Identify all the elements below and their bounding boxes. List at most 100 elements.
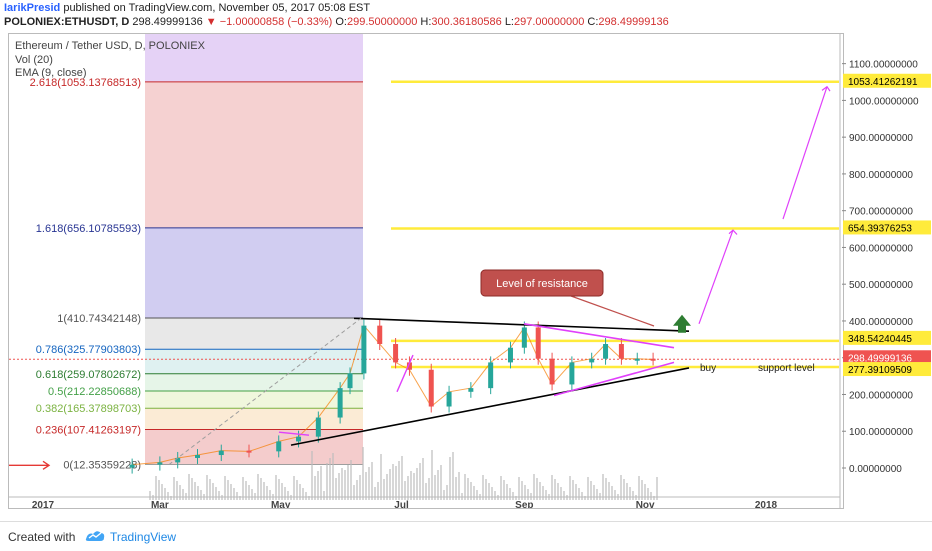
- volume-bar: [644, 484, 646, 500]
- fib-zone: [145, 373, 363, 391]
- candle-body: [549, 358, 555, 385]
- candle-body: [195, 455, 201, 458]
- chart-area[interactable]: 2.618(1053.13768513) 1.618(656.10785593) 1…: [8, 33, 844, 509]
- volume-bar: [206, 475, 208, 500]
- volume-bar: [524, 485, 526, 500]
- volume-bar: [419, 463, 421, 500]
- candle-body: [296, 436, 302, 442]
- volume-bar: [263, 482, 265, 500]
- volume-bar: [521, 481, 523, 500]
- y-tick-label: 600.00000000: [849, 243, 913, 254]
- candle-body: [589, 358, 595, 363]
- volume-bar: [410, 471, 412, 500]
- y-tick-label: 800.00000000: [849, 170, 913, 181]
- volume-bar: [611, 486, 613, 500]
- fib-label: 0.786(325.77903803): [36, 344, 141, 356]
- volume-bar: [413, 473, 415, 500]
- volume-bar: [425, 483, 427, 500]
- volume-bar: [629, 487, 631, 500]
- volume-bar: [587, 477, 589, 500]
- volume-bar: [218, 491, 220, 500]
- volume-bar: [251, 489, 253, 500]
- candle-body: [377, 325, 383, 345]
- volume-bar: [416, 468, 418, 500]
- volume-bar: [350, 460, 352, 500]
- volume-bar: [308, 496, 310, 500]
- volume-bar: [581, 492, 583, 500]
- chart-canvas[interactable]: 2.618(1053.13768513) 1.618(656.10785593) 1…: [9, 34, 844, 509]
- fib-zone: [145, 349, 363, 374]
- volume-bar: [557, 483, 559, 500]
- volume-bar: [464, 474, 466, 500]
- volume-bar: [512, 492, 514, 500]
- candle-body: [337, 388, 343, 418]
- axis-gap: [841, 34, 843, 508]
- volume-bar: [404, 481, 406, 500]
- volume-bar: [197, 486, 199, 500]
- volume-bar: [572, 480, 574, 500]
- candle-body: [218, 450, 224, 456]
- change-value: −1.00000858 (−0.33%): [219, 16, 333, 28]
- volume-bar: [533, 474, 535, 500]
- published-text: published on TradingView.com, November 0…: [60, 2, 371, 14]
- volume-bar: [575, 484, 577, 500]
- volume-bar: [209, 479, 211, 500]
- volume-bar: [602, 474, 604, 500]
- volume-bar: [482, 475, 484, 500]
- x-tick-label: 2018: [755, 500, 778, 509]
- fib-label: 0.5(212.22850688): [48, 386, 141, 398]
- volume-bar: [392, 464, 394, 500]
- volume-bar: [395, 466, 397, 500]
- volume-bar: [362, 447, 364, 500]
- volume-bar: [164, 488, 166, 500]
- volume-bar: [299, 484, 301, 500]
- flag-line: [396, 354, 414, 393]
- volume-bar: [329, 458, 331, 500]
- volume-bar: [335, 478, 337, 500]
- volume-bar: [368, 467, 370, 500]
- author-link[interactable]: IarikPresid: [4, 2, 61, 14]
- volume-bar: [230, 484, 232, 500]
- candle-body: [315, 417, 321, 437]
- low-label: L:: [504, 16, 514, 28]
- volume-bar: [467, 478, 469, 500]
- candle-body: [488, 362, 494, 389]
- volume-bar: [386, 474, 388, 500]
- tradingview-brand[interactable]: TradingView: [110, 530, 177, 544]
- fib-zone: [145, 408, 363, 430]
- volume-bar: [563, 491, 565, 500]
- volume-bar: [281, 483, 283, 500]
- high-label: H:: [420, 16, 432, 28]
- volume-bar: [278, 479, 280, 500]
- buy-label: buy: [700, 363, 716, 374]
- price-label: 348.54240445: [848, 334, 912, 345]
- volume-bar: [509, 488, 511, 500]
- volume-bar: [356, 480, 358, 500]
- price-label: 1053.41262191: [848, 77, 918, 88]
- volume-bar: [311, 451, 313, 500]
- price-label-box: [843, 350, 931, 365]
- candle-body: [603, 344, 609, 359]
- volume-bar: [257, 474, 259, 500]
- volume-bar: [317, 471, 319, 500]
- price-axis[interactable]: 0.00000000100.00000000200.00000000300.00…: [842, 33, 932, 509]
- volume-bar: [293, 476, 295, 500]
- price-label: 277.39109509: [848, 365, 912, 376]
- volume-bar: [515, 496, 517, 500]
- volume-bar: [287, 491, 289, 500]
- red-arrow-head: [42, 460, 51, 470]
- volume-bar: [458, 472, 460, 500]
- publish-line: IarikPresid published on TradingView.com…: [4, 2, 370, 14]
- y-tick-label: 100.00000000: [849, 427, 913, 438]
- volume-bar: [584, 496, 586, 500]
- candle-body: [507, 347, 513, 363]
- resistance-trendline: [353, 317, 690, 332]
- x-tick-label: Jul: [394, 500, 409, 509]
- legend-title: Ethereum / Tether USD, D, POLONIEX: [15, 40, 206, 52]
- volume-bar: [344, 470, 346, 500]
- volume-bar: [647, 488, 649, 500]
- close-label: C:: [587, 16, 599, 28]
- candle-body: [347, 373, 353, 389]
- callout-pointer: [570, 295, 655, 327]
- volume-bar: [503, 480, 505, 500]
